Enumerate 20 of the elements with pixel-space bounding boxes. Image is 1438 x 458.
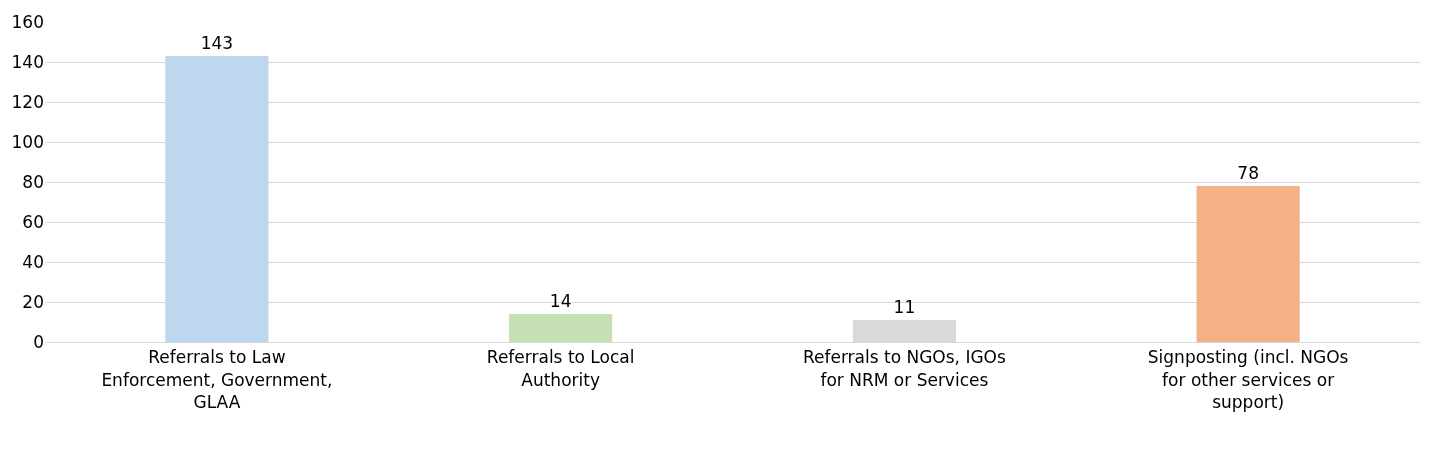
bar <box>165 56 269 342</box>
bar <box>1196 186 1300 342</box>
y-tick-label: 60 <box>22 211 44 232</box>
data-label: 78 <box>1237 163 1259 183</box>
y-tick-label: 140 <box>11 51 44 72</box>
y-tick-label: 100 <box>11 131 44 152</box>
data-label: 14 <box>549 291 572 311</box>
y-tick-label: 80 <box>22 171 44 192</box>
data-label: 11 <box>893 297 916 317</box>
y-tick-label: 120 <box>11 91 44 112</box>
x-tick-label: Signposting (incl. NGOs for other services or support) <box>1147 347 1349 412</box>
data-label: 143 <box>200 33 234 53</box>
x-tick-label: Referrals to Law Enforcement, Government, GLAA <box>101 347 333 412</box>
x-tick-label: Referrals to NGOs, IGOs for NRM or Services <box>802 347 1006 390</box>
bar <box>509 314 613 342</box>
y-tick-label: 20 <box>22 291 44 312</box>
y-tick-label: 40 <box>22 251 44 272</box>
x-tick-label: Referrals to Local Authority <box>486 347 635 390</box>
y-tick-label: 0 <box>33 331 44 352</box>
y-tick-label: 160 <box>11 11 44 32</box>
